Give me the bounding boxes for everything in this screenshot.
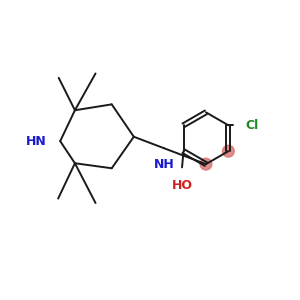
Text: NH: NH [154, 158, 175, 171]
Circle shape [223, 145, 234, 157]
Circle shape [200, 158, 212, 170]
Text: HN: HN [26, 135, 47, 148]
Text: Cl: Cl [245, 119, 258, 132]
Text: HO: HO [172, 178, 193, 192]
